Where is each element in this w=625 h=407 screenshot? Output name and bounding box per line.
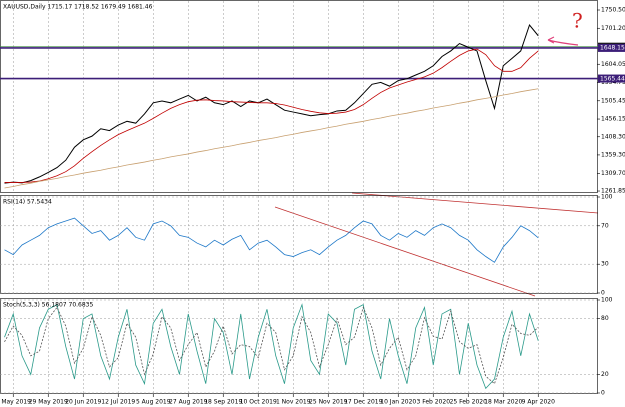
x-tick-label: 9 Apr 2020: [522, 399, 555, 406]
y-tick-label: 1750.50: [601, 7, 625, 14]
trendline: [274, 206, 536, 297]
level-box: [598, 43, 625, 52]
x-tick-label: 18 Mar 2020: [484, 399, 522, 406]
panel-frame: [0, 0, 598, 193]
series-line: [4, 48, 539, 183]
x-tick-label: 1 Nov 2019: [276, 399, 311, 406]
x-tick-label: 25 Nov 2019: [309, 399, 348, 406]
y-tick-label: 1604.05: [601, 61, 625, 68]
x-tick-label: 29 May 2019: [29, 399, 68, 406]
annotation: ?: [572, 9, 583, 33]
level-label: 1648.15: [600, 45, 625, 52]
y-tick-label: 1309.70: [601, 170, 625, 177]
y-tick-label: 1359.30: [601, 151, 625, 158]
y-tick-label: 100: [601, 194, 613, 201]
panel-title: XAUUSD,Daily 1715.17 1718.52 1679.49 168…: [3, 4, 153, 11]
x-tick-label: 20 Jun 2019: [65, 399, 101, 406]
y-tick-label: 0: [601, 390, 605, 397]
x-tick-label: 10 Jan 2020: [380, 399, 416, 406]
y-tick-label: 70: [601, 222, 609, 229]
x-tick-label: 25 Feb 2020: [450, 399, 488, 406]
level-label: 1565.44: [600, 75, 625, 82]
series-line: [4, 217, 539, 263]
y-tick-label: 1408.30: [601, 133, 625, 140]
x-tick-label: 12 Jul 2019: [101, 399, 135, 406]
arrow: [547, 36, 579, 46]
y-tick-label: 1456.15: [601, 116, 625, 123]
y-tick-label: 1701.20: [601, 25, 625, 32]
panel-frame: [0, 298, 598, 394]
x-tick-label: 5 Aug 2019: [136, 399, 171, 406]
x-tick-label: 10 Oct 2019: [240, 399, 277, 406]
series-line: [4, 23, 539, 184]
x-tick-label: 27 Aug 2019: [169, 399, 208, 406]
panel-title: RSI(14) 57.5434: [3, 199, 52, 206]
series-line: [4, 88, 539, 189]
y-tick-label: 0: [601, 290, 605, 297]
panel-frame: [0, 195, 598, 294]
y-tick-label: 30: [601, 261, 609, 268]
y-tick-label: 100: [601, 297, 613, 304]
level-box: [598, 74, 625, 83]
y-tick-label: 20: [601, 371, 609, 378]
trendline: [351, 192, 599, 214]
series-line: [4, 303, 539, 390]
y-tick-label: 1261.85: [601, 188, 625, 195]
y-tick-label: 1505.45: [601, 97, 625, 104]
x-tick-label: 17 Dec 2019: [344, 399, 383, 406]
panel-title: Stoch(5,3,3) 56.1807 70.6835: [3, 302, 94, 309]
x-tick-label: 18 Sep 2019: [204, 399, 242, 406]
series-line: [4, 306, 539, 385]
x-tick-label: 7 May 2019: [0, 399, 31, 406]
y-tick-label: 80: [601, 315, 609, 322]
x-tick-label: 3 Feb 2020: [416, 399, 450, 406]
